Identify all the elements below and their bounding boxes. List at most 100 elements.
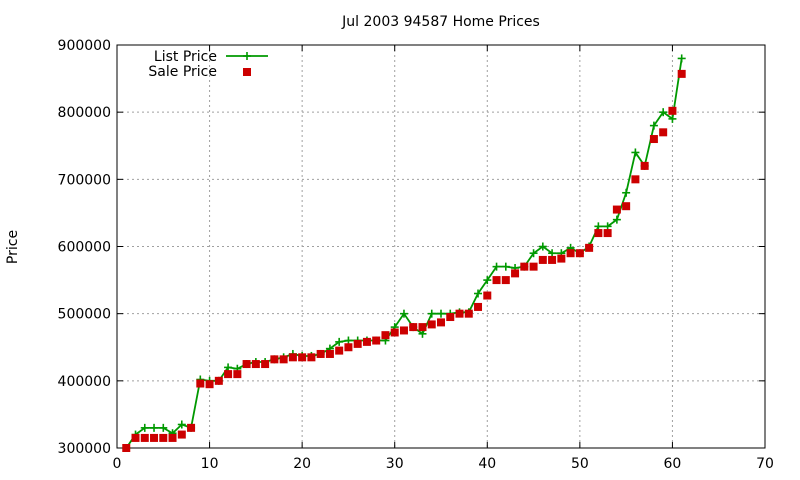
- list-price-point: [659, 108, 668, 117]
- sale-price-point: [529, 262, 538, 271]
- y-axis-label: Price: [5, 230, 21, 264]
- legend-marker-sale-price: [243, 68, 251, 76]
- x-tick-label: 60: [664, 456, 682, 472]
- list-price-point: [622, 188, 631, 197]
- sale-price-point: [668, 106, 677, 115]
- list-price-point: [501, 262, 510, 271]
- y-tick-label: 900000: [58, 38, 111, 54]
- sale-price-point: [233, 370, 242, 379]
- list-price-point: [483, 276, 492, 285]
- sale-price-point: [677, 69, 686, 78]
- sale-price-point: [353, 339, 362, 348]
- sale-price-point: [187, 423, 196, 432]
- sale-price-point: [649, 135, 658, 144]
- x-tick-label: 20: [293, 456, 311, 472]
- sale-price-point: [270, 355, 279, 364]
- sale-price-point: [131, 433, 140, 442]
- sale-price-point: [298, 353, 307, 362]
- sale-price-point: [566, 249, 575, 258]
- sale-price-point: [640, 161, 649, 170]
- y-tick-label: 400000: [58, 374, 111, 390]
- list-price-point: [140, 423, 149, 432]
- sale-price-point: [501, 276, 510, 285]
- data-series: [122, 54, 686, 452]
- sale-price-point: [631, 175, 640, 184]
- list-price-point: [529, 249, 538, 258]
- sale-price-point: [585, 243, 594, 252]
- x-tick-label: 70: [756, 456, 774, 472]
- list-price-point: [548, 249, 557, 258]
- sale-price-point: [548, 255, 557, 264]
- sale-price-point: [455, 309, 464, 318]
- sale-price-point: [205, 380, 214, 389]
- sale-price-point: [288, 353, 297, 362]
- x-tick-label: 50: [571, 456, 589, 472]
- list-price-point: [474, 289, 483, 298]
- list-price-point: [612, 215, 621, 224]
- list-price-point: [224, 363, 233, 372]
- y-tick-label: 800000: [58, 105, 111, 121]
- list-price-point: [177, 420, 186, 429]
- sale-price-point: [390, 328, 399, 337]
- list-price-point: [418, 329, 427, 338]
- sale-price-point: [474, 302, 483, 311]
- sale-price-point: [603, 229, 612, 238]
- sale-price-point: [575, 249, 584, 258]
- sale-price-point: [150, 433, 159, 442]
- y-tick-label: 500000: [58, 307, 111, 323]
- list-price-point: [668, 114, 677, 123]
- sale-price-point: [622, 202, 631, 211]
- sale-price-point: [344, 343, 353, 352]
- sale-price-point: [261, 360, 270, 369]
- sale-price-point: [372, 336, 381, 345]
- grid-lines: [117, 45, 765, 448]
- sale-price-point: [316, 349, 325, 358]
- sale-price-point: [214, 376, 223, 385]
- sale-price-point: [612, 205, 621, 214]
- sale-price-point: [492, 276, 501, 285]
- sale-price-point: [409, 323, 418, 332]
- sale-price-point: [594, 229, 603, 238]
- list-price-point: [335, 337, 344, 346]
- list-price-point: [594, 222, 603, 231]
- sale-price-point: [399, 326, 408, 335]
- list-price-point: [603, 222, 612, 231]
- list-price-point: [159, 423, 168, 432]
- sale-price-point: [251, 360, 260, 369]
- sale-price-point: [557, 254, 566, 263]
- axis-ticks: 0 10 20 30 40 50 60 70 300000 400000 500000 600000 7…: [58, 38, 774, 472]
- sale-price-point: [520, 262, 529, 271]
- sale-price-point: [511, 269, 520, 278]
- list-price-point: [150, 423, 159, 432]
- sale-price-point: [140, 433, 149, 442]
- sale-price-point: [307, 353, 316, 362]
- x-tick-label: 30: [386, 456, 404, 472]
- legend-marker-list-price: [243, 52, 251, 60]
- list-price-point: [427, 309, 436, 318]
- sale-price-point: [279, 355, 288, 364]
- sale-price-point: [381, 331, 390, 340]
- sale-price-point: [659, 128, 668, 137]
- chart-title: Jul 2003 94587 Home Prices: [341, 14, 540, 30]
- list-price-point: [631, 148, 640, 157]
- sale-price-point: [427, 320, 436, 329]
- y-tick-label: 700000: [58, 172, 111, 188]
- list-price-point: [492, 262, 501, 271]
- list-price-point: [437, 309, 445, 318]
- list-price-point: [677, 54, 686, 63]
- sale-price-point: [196, 379, 205, 388]
- sale-price-point: [538, 255, 547, 264]
- x-tick-label: 10: [201, 456, 219, 472]
- list-price-point: [538, 242, 547, 251]
- sale-price-point: [325, 349, 334, 358]
- sale-price-point: [168, 433, 177, 442]
- sale-price-point: [224, 370, 233, 379]
- sale-price-point: [464, 309, 473, 318]
- x-tick-label: 0: [113, 456, 122, 472]
- x-tick-label: 40: [478, 456, 496, 472]
- sale-price-point: [122, 444, 131, 452]
- sale-price-point: [177, 430, 186, 439]
- sale-price-point: [437, 318, 445, 327]
